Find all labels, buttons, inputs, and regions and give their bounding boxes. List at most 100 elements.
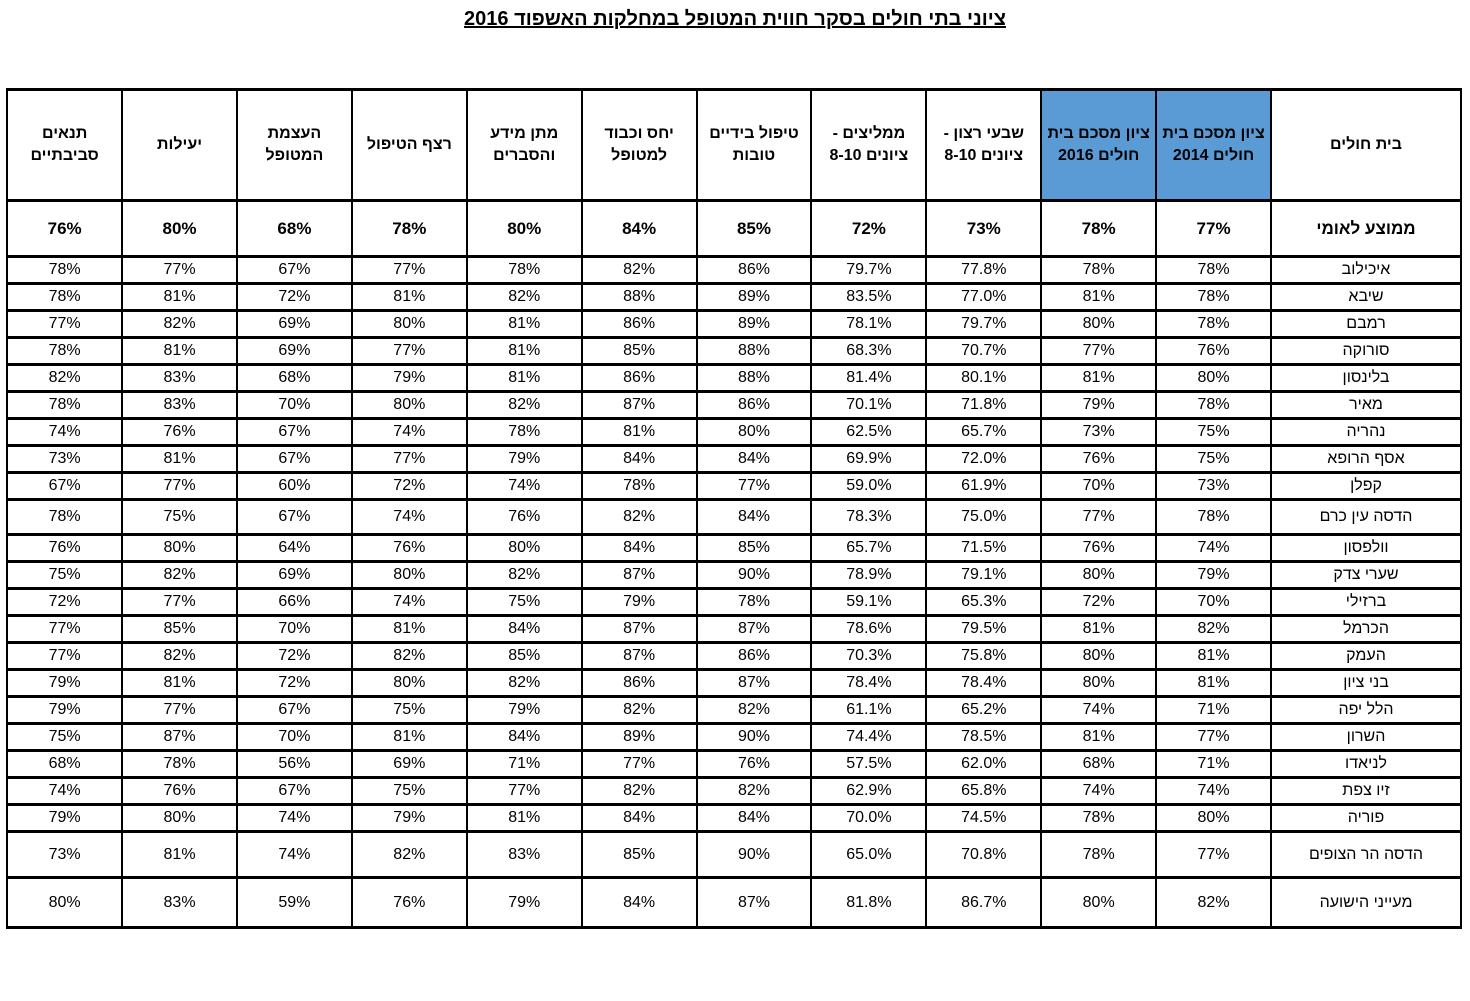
score-cell: 80% — [1040, 876, 1158, 929]
score-cell: 84% — [695, 803, 813, 833]
score-cell: 65.8% — [925, 776, 1043, 806]
score-cell: 73% — [6, 444, 124, 474]
score-cell: 62.5% — [810, 417, 928, 447]
score-cell: 75% — [1155, 417, 1272, 447]
score-cell: 80% — [121, 199, 238, 258]
score-cell: 81% — [1040, 363, 1158, 393]
score-cell: 56% — [235, 749, 353, 779]
score-cell: 87% — [580, 390, 698, 420]
score-cell: 89% — [695, 282, 813, 312]
table-row: זיו צפת 74% 74% 65.8% 62.9% 82% 82% 77% 75% 67% 76… — [6, 776, 1462, 806]
score-cell: 83% — [121, 390, 238, 420]
score-cell: 82% — [350, 641, 468, 671]
score-cell: 77% — [6, 614, 124, 644]
score-cell: 87% — [695, 876, 813, 929]
score-cell: 81% — [1040, 722, 1158, 752]
score-cell: 79% — [1155, 560, 1272, 590]
score-cell: 81% — [121, 282, 238, 312]
score-cell: 84% — [580, 876, 698, 929]
score-cell: 74% — [235, 803, 353, 833]
hospital-name-cell: לניאדו — [1270, 749, 1462, 779]
score-cell: 82% — [465, 282, 583, 312]
score-cell: 77% — [350, 255, 468, 285]
score-cell: 72% — [1040, 587, 1158, 617]
score-cell: 70.8% — [925, 830, 1043, 879]
score-cell: 57.5% — [810, 749, 928, 779]
score-cell: 68% — [235, 199, 353, 258]
score-cell: 81% — [350, 614, 468, 644]
table-row: שערי צדק 79% 80% 79.1% 78.9% 90% 87% 82% 80% 69% 8… — [6, 560, 1462, 590]
score-cell: 70% — [235, 614, 353, 644]
hospital-name-cell: העמק — [1270, 641, 1462, 671]
score-cell: 86% — [580, 363, 698, 393]
score-cell: 74% — [350, 417, 468, 447]
score-cell: 67% — [235, 695, 353, 725]
hospital-name-cell: הדסה הר הצופים — [1270, 830, 1462, 879]
score-cell: 69% — [235, 336, 353, 366]
score-cell: 81% — [121, 668, 238, 698]
table-row: בלינסון 80% 81% 80.1% 81.4% 88% 86% 81% 79% 68% 83… — [6, 363, 1462, 393]
table-row: קפלן 73% 70% 61.9% 59.0% 77% 78% 74% 72% 60% 77% 67… — [6, 471, 1462, 501]
column-header: יחס וכבוד למטופל — [580, 88, 698, 202]
score-cell: 82% — [580, 776, 698, 806]
score-cell: 77% — [350, 444, 468, 474]
score-cell: 81% — [465, 336, 583, 366]
score-cell: 78.6% — [810, 614, 928, 644]
hospital-name-cell: סורוקה — [1270, 336, 1462, 366]
score-cell: 76% — [6, 533, 124, 563]
score-cell: 74.4% — [810, 722, 928, 752]
score-cell: 78% — [6, 498, 124, 536]
score-cell: 89% — [695, 309, 813, 339]
score-cell: 59% — [235, 876, 353, 929]
score-cell: 85% — [580, 830, 698, 879]
score-cell: 78.4% — [925, 668, 1043, 698]
score-cell: 75% — [1155, 444, 1272, 474]
table-row: איכילוב 78% 78% 77.8% 79.7% 86% 82% 78% 77% 67% 77… — [6, 255, 1462, 285]
score-cell: 88% — [580, 282, 698, 312]
score-cell: 70% — [1040, 471, 1158, 501]
score-cell: 74.5% — [925, 803, 1043, 833]
score-cell: 80% — [350, 560, 468, 590]
score-cell: 82% — [580, 695, 698, 725]
score-cell: 77% — [1155, 199, 1272, 258]
score-cell: 83% — [465, 830, 583, 879]
score-cell: 85% — [121, 614, 238, 644]
table-row: רמבם 78% 80% 79.7% 78.1% 89% 86% 81% 80% 69% 82% 77… — [6, 309, 1462, 339]
hospital-name-cell: קפלן — [1270, 471, 1462, 501]
score-cell: 76% — [121, 776, 238, 806]
score-cell: 80% — [350, 309, 468, 339]
score-cell: 59.0% — [810, 471, 928, 501]
score-cell: 72% — [810, 199, 928, 258]
hospital-name-cell: ממוצע לאומי — [1270, 199, 1462, 258]
score-cell: 76% — [1155, 336, 1272, 366]
table-row: שיבא 78% 81% 77.0% 83.5% 89% 88% 82% 81% 72% 81% 78… — [6, 282, 1462, 312]
score-cell: 70.0% — [810, 803, 928, 833]
score-cell: 66% — [235, 587, 353, 617]
score-cell: 81% — [350, 722, 468, 752]
score-cell: 73% — [1040, 417, 1158, 447]
table-row: הדסה הר הצופים 77% 78% 70.8% 65.0% 90% 85% 83% 8… — [6, 830, 1462, 879]
score-cell: 81.8% — [810, 876, 928, 929]
column-header: תנאים סביבתיים — [6, 88, 124, 202]
score-cell: 76% — [350, 876, 468, 929]
score-cell: 78% — [121, 749, 238, 779]
score-cell: 77.0% — [925, 282, 1043, 312]
score-cell: 81.4% — [810, 363, 928, 393]
score-cell: 87% — [695, 668, 813, 698]
column-header: רצף הטיפול — [350, 88, 468, 202]
score-cell: 82% — [1155, 614, 1272, 644]
score-cell: 70% — [1155, 587, 1272, 617]
score-cell: 78.3% — [810, 498, 928, 536]
score-cell: 87% — [121, 722, 238, 752]
score-cell: 79.7% — [925, 309, 1043, 339]
score-cell: 60% — [235, 471, 353, 501]
score-cell: 76% — [465, 498, 583, 536]
table-row: פוריה 80% 78% 74.5% 70.0% 84% 84% 81% 79% 74% 80% 7… — [6, 803, 1462, 833]
page-title: ציוני בתי חולים בסקר חווית המטופל במחלקו… — [464, 8, 1006, 30]
score-cell: 81% — [1040, 282, 1158, 312]
score-cell: 72% — [235, 641, 353, 671]
score-cell: 86% — [695, 390, 813, 420]
score-cell: 81% — [121, 336, 238, 366]
score-cell: 80% — [695, 417, 813, 447]
score-cell: 81% — [350, 282, 468, 312]
